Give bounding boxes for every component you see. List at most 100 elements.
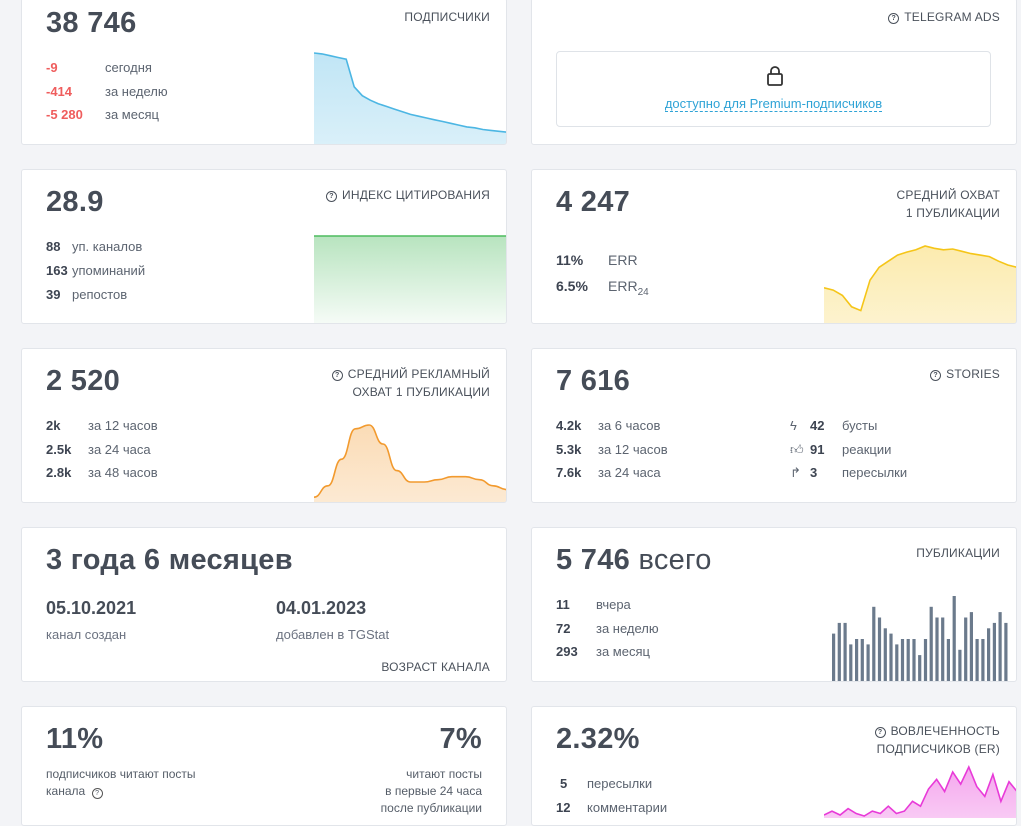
info-icon[interactable]: ?: [91, 788, 103, 799]
ad-reach-row: 2.5k за 24 часа: [46, 442, 151, 457]
bolt-icon: ϟ: [790, 418, 797, 433]
posts-bar: [849, 644, 853, 681]
created-label: канал создан: [46, 627, 127, 642]
posts-row: 11 вчера: [556, 597, 631, 612]
subscribers-chart[interactable]: [314, 51, 507, 144]
chart-line: [314, 424, 506, 498]
posts-bar: [918, 655, 922, 681]
share-arrow-icon: ↱: [790, 465, 801, 480]
chart-area: [314, 53, 506, 144]
posts-bar: [872, 606, 876, 681]
readers-label: подписчиков читают посты канала ?: [46, 767, 196, 799]
added-label: добавлен в TGStat: [276, 627, 390, 642]
chart-area: [824, 767, 1016, 818]
chart-area: [314, 425, 506, 502]
added-date: 04.01.2023: [276, 598, 367, 618]
info-icon: ?: [331, 370, 343, 381]
posts-bar: [964, 617, 968, 681]
err-row: 11% ERR: [556, 252, 638, 268]
channel-age-value: 3 года 6 месяцев: [46, 544, 293, 576]
posts-row: 293 за месяц: [556, 644, 650, 659]
reach-card[interactable]: 4 247 СРЕДНИЙ ОХВАТ 1 ПУБЛИКАЦИИ 11% ERR 6…: [531, 169, 1017, 324]
posts-bar: [923, 639, 928, 681]
citation-value: 28.9: [46, 186, 104, 218]
ad-reach-row: 2.8k за 48 часов: [46, 465, 158, 480]
reactions-row: 👍︎ 91 реакции: [790, 442, 892, 457]
posts-bar: [855, 639, 859, 681]
posts-bar: [843, 622, 847, 681]
ad-reach-row: 2k за 12 часов: [46, 418, 158, 433]
posts-bar: [883, 628, 887, 681]
posts-bar: [1004, 622, 1008, 681]
readers-value: 11%: [46, 723, 104, 755]
posts-bar: [832, 633, 836, 681]
posts-label: ПУБЛИКАЦИИ: [916, 546, 1000, 560]
posts-bar: [860, 639, 864, 681]
created-date: 05.10.2021: [46, 598, 137, 618]
posts-bar: [906, 639, 910, 681]
posts-bar: [877, 617, 882, 681]
posts-bar: [969, 612, 973, 681]
info-icon: ?: [930, 370, 942, 381]
boosts-row: ϟ 42 бусты: [790, 418, 878, 433]
er-card[interactable]: 2.32% ? ВОВЛЕЧЕННОСТЬ ПОДПИСЧИКОВ (ER) 5 пе…: [531, 706, 1017, 826]
premium-link[interactable]: доступно для Premium-подписчиков: [664, 96, 883, 112]
telegram-ads-label: ? TELEGRAM ADS: [888, 8, 1000, 26]
er-chart[interactable]: [824, 765, 1017, 818]
reach-label: СРЕДНИЙ ОХВАТ 1 ПУБЛИКАЦИИ: [896, 188, 1000, 220]
citation-row: 39 репостов: [46, 287, 128, 302]
forwards-row: ↱ 3 пересылки: [790, 465, 908, 480]
subscribers-value: 38 746: [46, 7, 137, 39]
stories-label: ? STORIES: [930, 365, 1000, 383]
posts-bar: [935, 617, 939, 681]
posts-bar-chart[interactable]: [832, 592, 1010, 682]
reach-chart[interactable]: [824, 244, 1017, 324]
posts-value: 5 746 всего: [556, 544, 712, 576]
citation-chart[interactable]: [314, 234, 507, 324]
er-row: 12 комментарии: [556, 800, 668, 815]
info-icon: ?: [888, 13, 900, 24]
chart-area: [824, 246, 1016, 323]
posts-bar: [895, 644, 899, 681]
stories-row: 5.3k за 12 часов: [556, 442, 668, 457]
stories-card: 7 616 ? STORIES 4.2k за 6 часов 5.3k за 12 …: [531, 348, 1017, 503]
channel-age-label: ВОЗРАСТ КАНАЛА: [381, 660, 490, 674]
posts-bar: [837, 622, 841, 681]
citation-label: ? ИНДЕКС ЦИТИРОВАНИЯ: [326, 186, 490, 204]
posts-bar: [992, 622, 996, 681]
telegram-ads-card: ? TELEGRAM ADS доступно для Premium-подпи…: [531, 0, 1017, 145]
subscribers-label: ПОДПИСЧИКИ: [404, 10, 490, 24]
citation-row: 163 упоминаний: [46, 263, 146, 278]
reach-value: 4 247: [556, 186, 631, 218]
er-value: 2.32%: [556, 723, 640, 755]
ad-reach-card[interactable]: 2 520 ? СРЕДНИЙ РЕКЛАМНЫЙ ОХВАТ 1 ПУБЛИКАЦ…: [21, 348, 507, 503]
stories-value: 7 616: [556, 365, 631, 397]
subscribers-card[interactable]: 38 746 ПОДПИСЧИКИ -9 сегодня -414 за недел…: [21, 0, 507, 145]
stories-row: 4.2k за 6 часов: [556, 418, 661, 433]
stories-row: 7.6k за 24 часа: [556, 465, 661, 480]
ad-reach-value: 2 520: [46, 365, 121, 397]
ad-reach-chart[interactable]: [314, 423, 507, 503]
err24-row: 6.5% ERR24: [556, 278, 649, 298]
ad-reach-label: ? СРЕДНИЙ РЕКЛАМНЫЙ ОХВАТ 1 ПУБЛИКАЦИИ: [331, 365, 490, 401]
citation-card[interactable]: 28.9 ? ИНДЕКС ЦИТИРОВАНИЯ 88 уп. каналов 1…: [21, 169, 507, 324]
premium-box[interactable]: доступно для Premium-подписчиков: [556, 51, 991, 127]
info-icon: ?: [874, 727, 886, 738]
posts-bar: [889, 633, 893, 681]
er-row: 5 пересылки: [560, 776, 653, 791]
posts-bar: [987, 628, 991, 681]
lock-icon: [767, 66, 783, 86]
posts-bar: [912, 639, 916, 681]
posts-bar: [975, 639, 979, 681]
channel-age-card: 3 года 6 месяцев 05.10.2021 канал создан…: [21, 527, 507, 682]
readers-24h-value: 7%: [439, 723, 482, 755]
subscribers-row: -414 за неделю: [46, 84, 168, 99]
posts-bar: [900, 639, 905, 681]
posts-bar: [998, 612, 1002, 681]
chart-area: [314, 236, 506, 323]
posts-bar: [866, 644, 870, 681]
info-icon: ?: [326, 191, 338, 202]
posts-card[interactable]: 5 746 всего ПУБЛИКАЦИИ 11 вчера 72 за неде…: [531, 527, 1017, 682]
readers-card: 11% подписчиков читают посты канала ? 7% …: [21, 706, 507, 826]
posts-bar: [958, 649, 962, 681]
